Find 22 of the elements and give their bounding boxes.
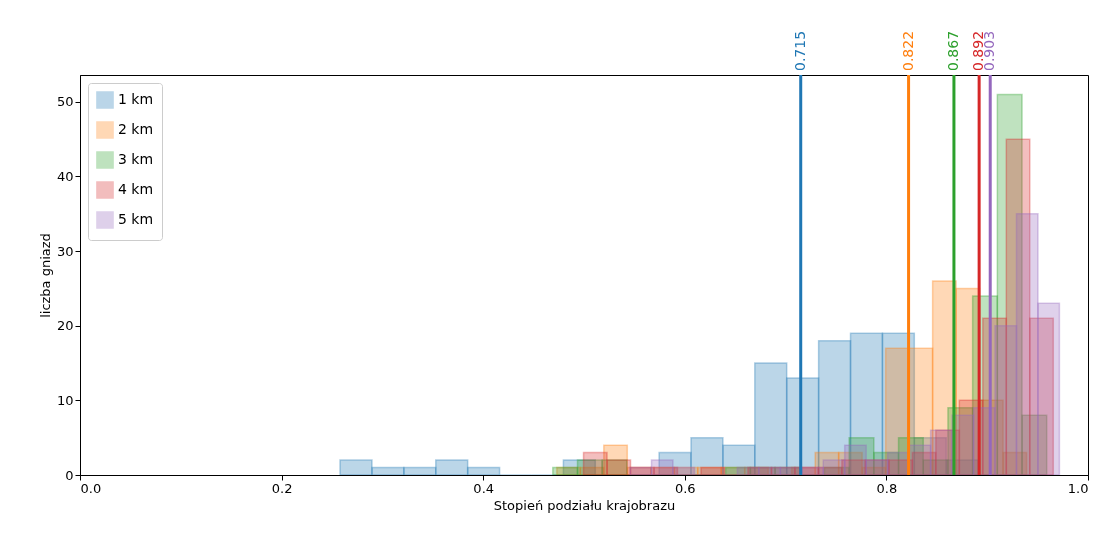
legend-label: 1 km — [118, 91, 154, 107]
ref-line-label: 0.822 — [899, 30, 916, 71]
x-axis-title: Stopień podziału krajobrazu — [493, 497, 676, 513]
y-axis-title: liczba gniazd — [37, 233, 53, 318]
x-tick-label: 1.0 — [1067, 480, 1089, 496]
ref-line-label: 0.867 — [944, 30, 961, 71]
y-tick-label: 20 — [56, 318, 74, 334]
y-tick-label: 30 — [56, 243, 74, 259]
x-tick-label: 0.2 — [271, 480, 293, 496]
legend-label: 2 km — [118, 121, 154, 137]
ref-line-label: 0.715 — [791, 30, 808, 71]
x-tick-label: 0.6 — [674, 480, 696, 496]
legend-label: 4 km — [118, 181, 154, 197]
y-tick-label: 10 — [56, 392, 74, 408]
x-tick-label: 0.4 — [473, 480, 495, 496]
y-tick-label: 50 — [56, 94, 74, 110]
legend-label: 5 km — [118, 211, 154, 227]
y-tick-label: 0 — [65, 467, 74, 483]
x-tick-label: 0.0 — [80, 480, 102, 496]
y-tick-label: 40 — [56, 168, 74, 184]
legend-label: 3 km — [118, 151, 154, 167]
x-tick-label: 0.8 — [876, 480, 898, 496]
